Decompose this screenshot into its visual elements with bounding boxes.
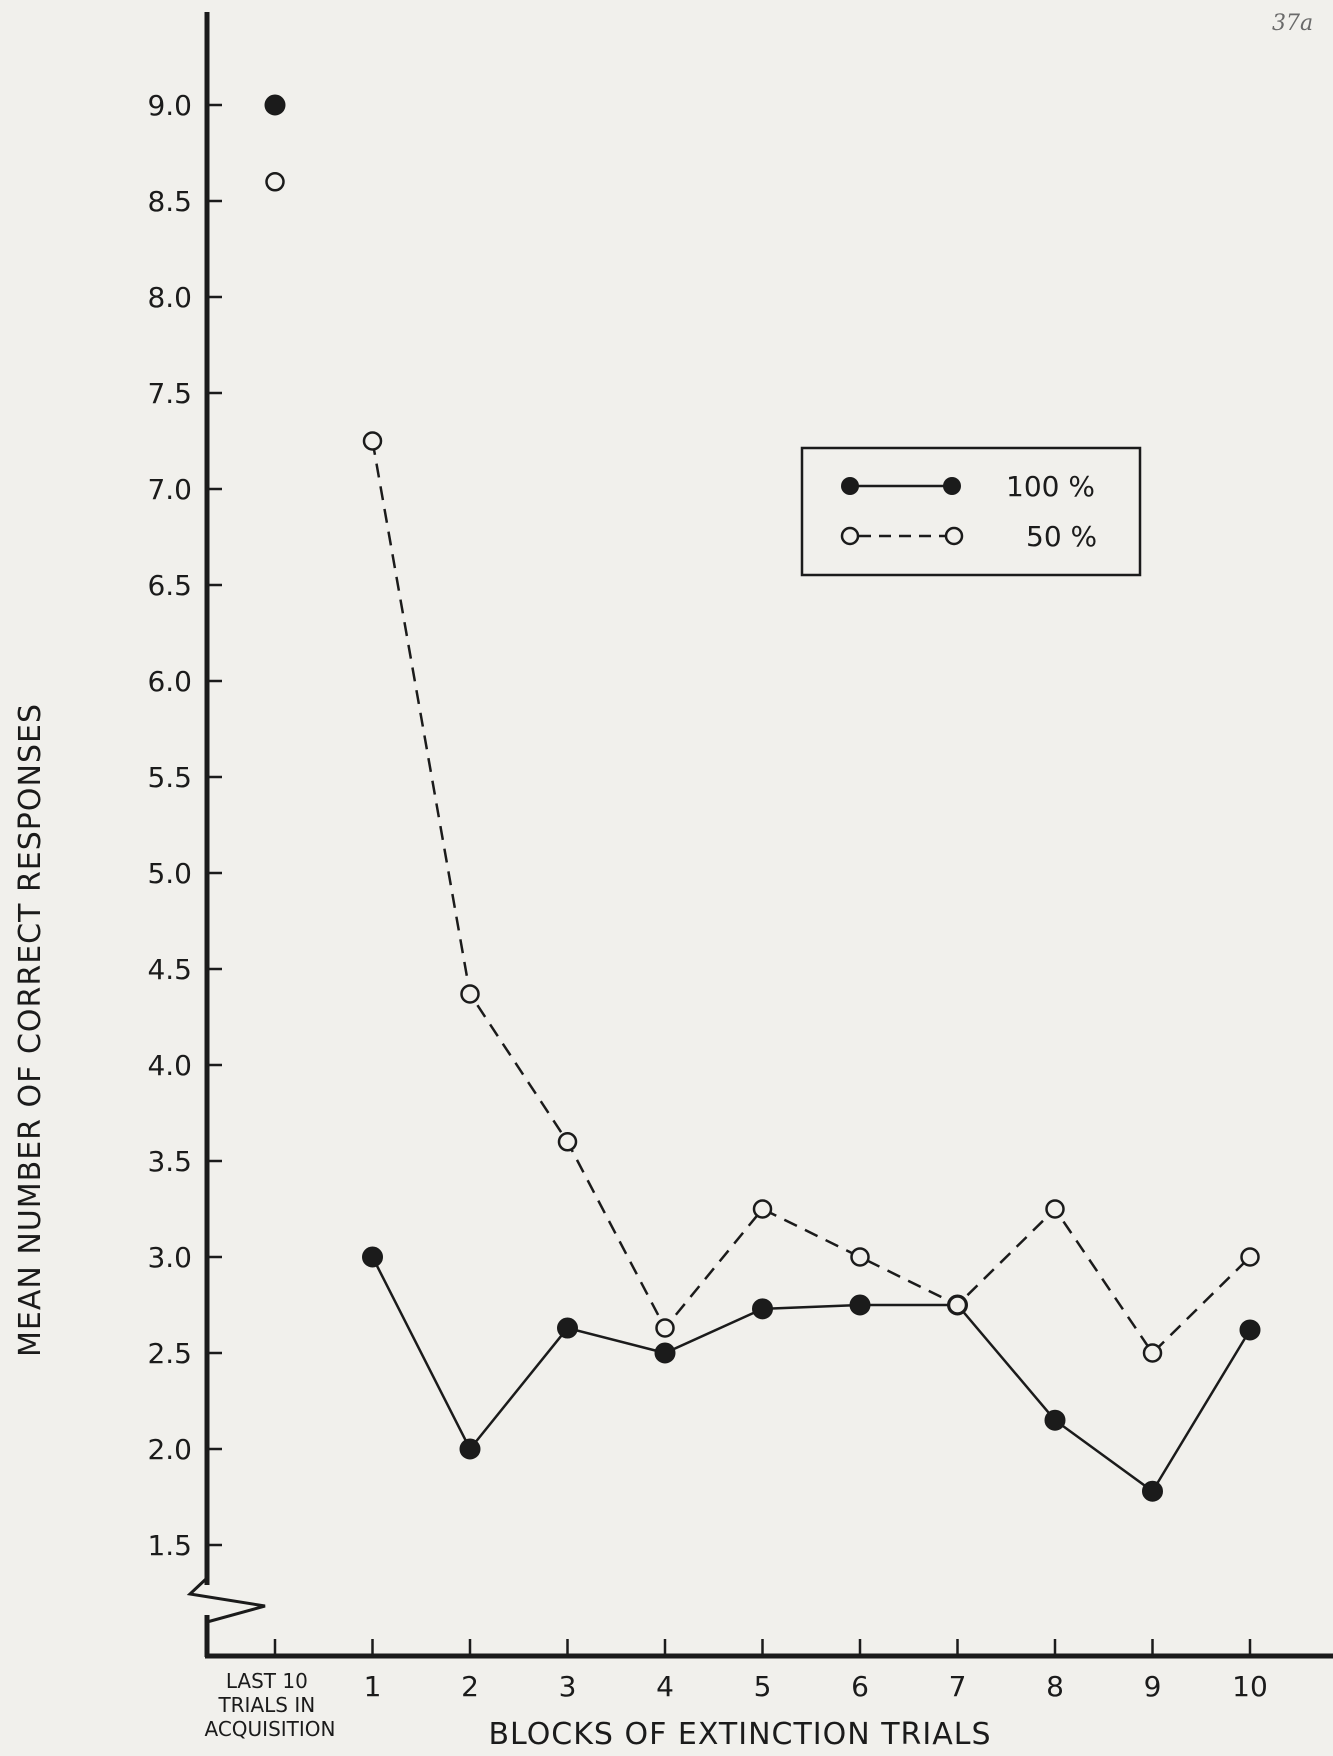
data-point	[1239, 1319, 1261, 1341]
y-tick-label: 8.5	[147, 185, 192, 218]
y-tick-label: 6.5	[147, 569, 192, 602]
data-point	[1240, 1247, 1260, 1267]
series-line	[371, 1256, 1252, 1494]
y-tick-label: 5.5	[147, 761, 192, 794]
data-point	[460, 984, 480, 1004]
x-tick-label: 5	[754, 1670, 772, 1703]
y-axis	[186, 12, 266, 1657]
y-axis-title: MEAN NUMBER OF CORRECT RESPONSES	[13, 703, 48, 1357]
legend-label-100: 100 %	[1006, 470, 1095, 503]
axis-break-mark	[186, 1576, 266, 1624]
data-point	[752, 1298, 773, 1320]
data-point	[654, 1342, 676, 1364]
x-axis-title: BLOCKS OF EXTINCTION TRIALS	[488, 1717, 991, 1752]
legend-box	[800, 446, 1142, 577]
y-tick-label: 1.5	[147, 1529, 192, 1562]
data-point	[850, 1247, 870, 1267]
x-tick-label: 3	[559, 1670, 577, 1703]
data-point	[1044, 1409, 1066, 1431]
x-tick-label: 10	[1232, 1670, 1268, 1703]
data-point	[362, 1246, 383, 1268]
y-tick-label: 7.0	[147, 473, 192, 506]
data-point	[1142, 1480, 1163, 1502]
legend: 100 % 50 %	[800, 446, 1142, 577]
series-50	[265, 172, 1260, 1363]
y-ticks: 1.5 2.0 2.5 3.0 3.5 4.0 4.5 5.0 5.5 6.0 6.5 7.0 7.5 8…	[147, 89, 222, 1562]
data-point	[265, 172, 285, 192]
data-point	[1142, 1343, 1163, 1363]
data-point	[362, 431, 383, 451]
y-tick-label: 8.0	[147, 281, 192, 314]
x-ticks: 1 2 3 4 5 6 7 8 9 10	[273, 1639, 1268, 1703]
y-tick-label: 4.5	[147, 953, 192, 986]
data-point	[557, 1317, 578, 1339]
x-tick-label: 4	[656, 1670, 674, 1703]
y-tick-label: 4.0	[147, 1049, 192, 1082]
legend-label-50: 50 %	[1026, 520, 1097, 553]
data-point	[849, 1294, 871, 1316]
y-tick-label: 2.5	[147, 1337, 192, 1370]
x-tick-label-acquisition: LAST 10 TRIALS IN ACQUISITION	[205, 1669, 336, 1741]
x-tick-label: 1	[364, 1670, 382, 1703]
x-tick-label: 8	[1046, 1670, 1064, 1703]
x-tick-label: 9	[1144, 1670, 1162, 1703]
series-layer	[264, 94, 1261, 1502]
data-point	[557, 1132, 578, 1152]
legend-item-100: 100 %	[841, 470, 1095, 503]
x-tick-label: 2	[461, 1670, 479, 1703]
y-tick-label: 9.0	[147, 89, 192, 122]
y-tick-label: 3.5	[147, 1145, 192, 1178]
data-point	[459, 1438, 481, 1460]
y-tick-label: 6.0	[147, 665, 192, 698]
y-tick-label: 2.0	[147, 1433, 192, 1466]
data-point	[947, 1295, 968, 1315]
y-tick-label: 3.0	[147, 1241, 192, 1274]
page-note: 37a	[1272, 11, 1313, 36]
x-tick-label: 6	[851, 1670, 869, 1703]
y-tick-label: 5.0	[147, 857, 192, 890]
legend-item-50: 50 %	[840, 520, 1097, 553]
data-point	[1045, 1199, 1065, 1219]
data-point	[752, 1199, 773, 1219]
data-point	[655, 1318, 675, 1338]
y-tick-label: 7.5	[147, 377, 192, 410]
series-100	[264, 94, 1261, 1502]
data-point	[264, 94, 286, 116]
x-tick-label: 7	[949, 1670, 967, 1703]
series-line	[371, 440, 1251, 1355]
